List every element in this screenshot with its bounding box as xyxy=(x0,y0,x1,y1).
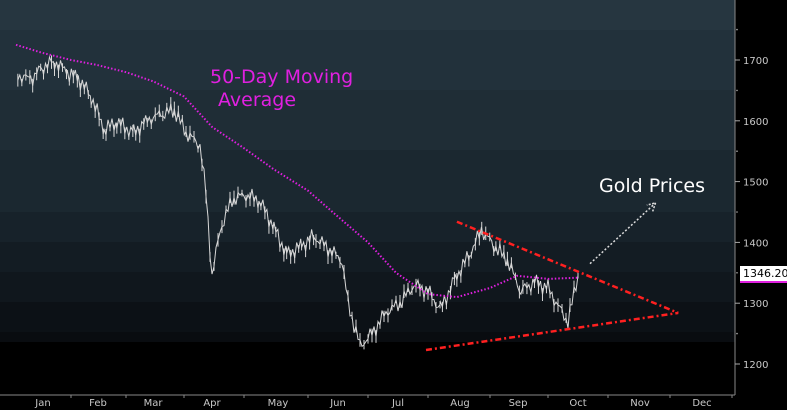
gold-prices-annotation: Gold Prices xyxy=(599,175,705,197)
background-band xyxy=(0,150,735,212)
background-band xyxy=(0,342,735,410)
background-band xyxy=(0,212,735,242)
y-tick-label: 1200 xyxy=(743,360,768,371)
background-band xyxy=(0,302,735,332)
x-tick-label: Jul xyxy=(391,398,404,409)
triangle-trend-line xyxy=(425,311,679,352)
background-band xyxy=(0,90,735,150)
x-tick-label: Apr xyxy=(203,398,221,409)
y-tick-label: 1500 xyxy=(743,178,768,189)
x-tick-label: Oct xyxy=(569,398,586,409)
y-minor-tick xyxy=(736,89,738,92)
x-tick-label: Mar xyxy=(144,398,164,409)
y-minor-tick xyxy=(736,211,738,213)
y-tick-label: 1600 xyxy=(743,117,768,128)
ma-annotation-line2: Average xyxy=(218,89,297,111)
y-minor-tick xyxy=(736,150,738,152)
moving-average-line xyxy=(15,43,579,299)
arrow-head-icon xyxy=(646,201,657,212)
x-tick-label: Jun xyxy=(329,398,346,409)
last-price-label: 1346.20 xyxy=(740,266,787,283)
background-band xyxy=(0,0,735,30)
y-tick-label: 1700 xyxy=(743,56,768,67)
x-tick-label: Dec xyxy=(692,398,711,409)
background-band xyxy=(0,30,735,90)
ma-annotation-line1: 50-Day Moving xyxy=(210,66,354,88)
background-band xyxy=(0,272,735,302)
background-band xyxy=(0,242,735,272)
y-minor-tick xyxy=(736,272,738,274)
y-minor-tick xyxy=(736,332,738,335)
projection-arrow xyxy=(589,202,657,265)
ma-annotation: 50-Day Moving Average xyxy=(210,66,353,112)
x-tick-label: Jan xyxy=(34,398,50,409)
y-minor-tick xyxy=(736,28,738,31)
triangle-trend-line xyxy=(456,220,679,315)
x-tick-label: Sep xyxy=(509,398,528,409)
price-line xyxy=(17,55,579,348)
x-tick-label: Feb xyxy=(89,398,107,409)
x-tick-label: Nov xyxy=(630,398,650,409)
x-tick-label: Aug xyxy=(450,398,470,409)
x-tick-label: May xyxy=(268,398,289,409)
y-tick-label: 1400 xyxy=(743,238,768,249)
y-tick-label: 1300 xyxy=(743,299,768,310)
